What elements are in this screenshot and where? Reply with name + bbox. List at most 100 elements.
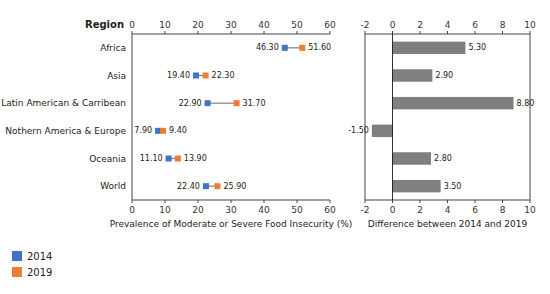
- marker: [205, 100, 211, 106]
- data-label: 2.90: [435, 71, 453, 80]
- tick-label: 4: [445, 205, 451, 215]
- tick: [392, 200, 393, 203]
- tick: [330, 200, 331, 203]
- data-label: 46.30: [256, 43, 279, 52]
- x-axis-label: Difference between 2014 and 2019: [368, 219, 528, 229]
- legend-swatch: [12, 267, 22, 277]
- category-label: Africa: [100, 43, 126, 53]
- tick-label: 0: [129, 20, 135, 30]
- data-label: 9.40: [169, 126, 187, 135]
- tick-label: 10: [159, 205, 171, 215]
- tick: [365, 200, 366, 203]
- bar: [393, 152, 432, 164]
- panel: -2-200224466881010Difference between 201…: [348, 20, 536, 229]
- tick: [297, 31, 298, 34]
- data-labels: 46.3051.6019.4022.3022.9031.707.909.4011…: [134, 43, 331, 190]
- data-label: 31.70: [243, 99, 266, 108]
- tick: [198, 31, 199, 34]
- bar: [393, 69, 433, 81]
- tick-label: 30: [225, 20, 237, 30]
- tick: [365, 31, 366, 34]
- chart: 00101020203030404050506060Prevalence of …: [0, 0, 550, 294]
- tick: [530, 200, 531, 203]
- bar: [372, 125, 393, 137]
- data-label: 3.50: [444, 182, 462, 191]
- tick-label: 50: [291, 205, 303, 215]
- category-label: World: [100, 181, 126, 191]
- tick-label: 2: [417, 20, 423, 30]
- tick: [297, 200, 298, 203]
- category-label: Asia: [107, 71, 126, 81]
- marker: [203, 183, 209, 189]
- data-label: 11.10: [140, 154, 163, 163]
- tick-label: -2: [361, 20, 370, 30]
- tick-label: 0: [390, 205, 396, 215]
- tick: [475, 200, 476, 203]
- legend-label: 2019: [27, 267, 52, 278]
- tick: [502, 200, 503, 203]
- tick-label: 60: [324, 205, 336, 215]
- tick: [530, 31, 531, 34]
- tick-label: 10: [524, 205, 536, 215]
- marks: [372, 42, 514, 193]
- tick: [447, 31, 448, 34]
- data-label: 22.40: [177, 182, 200, 191]
- marker: [203, 73, 209, 79]
- data-label: 8.80: [517, 99, 535, 108]
- tick-label: 4: [445, 20, 451, 30]
- tick-label: 2: [417, 205, 423, 215]
- panel: 00101020203030404050506060Prevalence of …: [1, 19, 352, 229]
- connector: [208, 103, 237, 104]
- legend: 20142019: [12, 251, 52, 278]
- tick-label: 20: [192, 20, 204, 30]
- tick-label: 50: [291, 20, 303, 30]
- data-label: 2.80: [434, 154, 452, 163]
- y-axis-header: Region: [85, 19, 124, 30]
- data-label: -1.50: [348, 126, 369, 135]
- tick-label: 0: [129, 205, 135, 215]
- tick: [502, 31, 503, 34]
- tick: [264, 31, 265, 34]
- data-label: 25.90: [223, 182, 246, 191]
- tick-label: 6: [472, 205, 478, 215]
- data-label: 7.90: [134, 126, 152, 135]
- marker: [166, 156, 172, 162]
- marker: [282, 45, 288, 51]
- legend-swatch: [12, 251, 22, 261]
- tick: [132, 200, 133, 203]
- marker: [299, 45, 305, 51]
- category-label: Oceania: [89, 154, 126, 164]
- tick-label: 40: [258, 205, 270, 215]
- zero-line: [392, 34, 393, 200]
- bar: [393, 97, 514, 109]
- tick: [475, 31, 476, 34]
- marker: [193, 73, 199, 79]
- tick: [165, 200, 166, 203]
- y-axis-line: [132, 34, 133, 200]
- tick: [420, 31, 421, 34]
- tick: [231, 200, 232, 203]
- tick-label: 8: [500, 205, 506, 215]
- x-axis-label: Prevalence of Moderate or Severe Food In…: [110, 219, 353, 229]
- marker: [160, 128, 166, 134]
- category-label: Latin American & Carribean: [1, 98, 126, 108]
- tick-label: 10: [524, 20, 536, 30]
- tick: [330, 31, 331, 34]
- tick: [264, 200, 265, 203]
- tick: [231, 31, 232, 34]
- tick: [132, 31, 133, 34]
- data-label: 22.30: [212, 71, 235, 80]
- tick-label: 0: [390, 20, 396, 30]
- data-label: 22.90: [179, 99, 202, 108]
- bar: [393, 180, 441, 192]
- category-label: Nothern America & Europe: [5, 126, 126, 136]
- data-label: 13.90: [184, 154, 207, 163]
- marker: [175, 156, 181, 162]
- tick-label: 30: [225, 205, 237, 215]
- tick-label: 6: [472, 20, 478, 30]
- y-axis-line: [365, 34, 366, 200]
- tick: [392, 31, 393, 34]
- tick: [447, 200, 448, 203]
- tick: [165, 31, 166, 34]
- marks: [155, 45, 305, 189]
